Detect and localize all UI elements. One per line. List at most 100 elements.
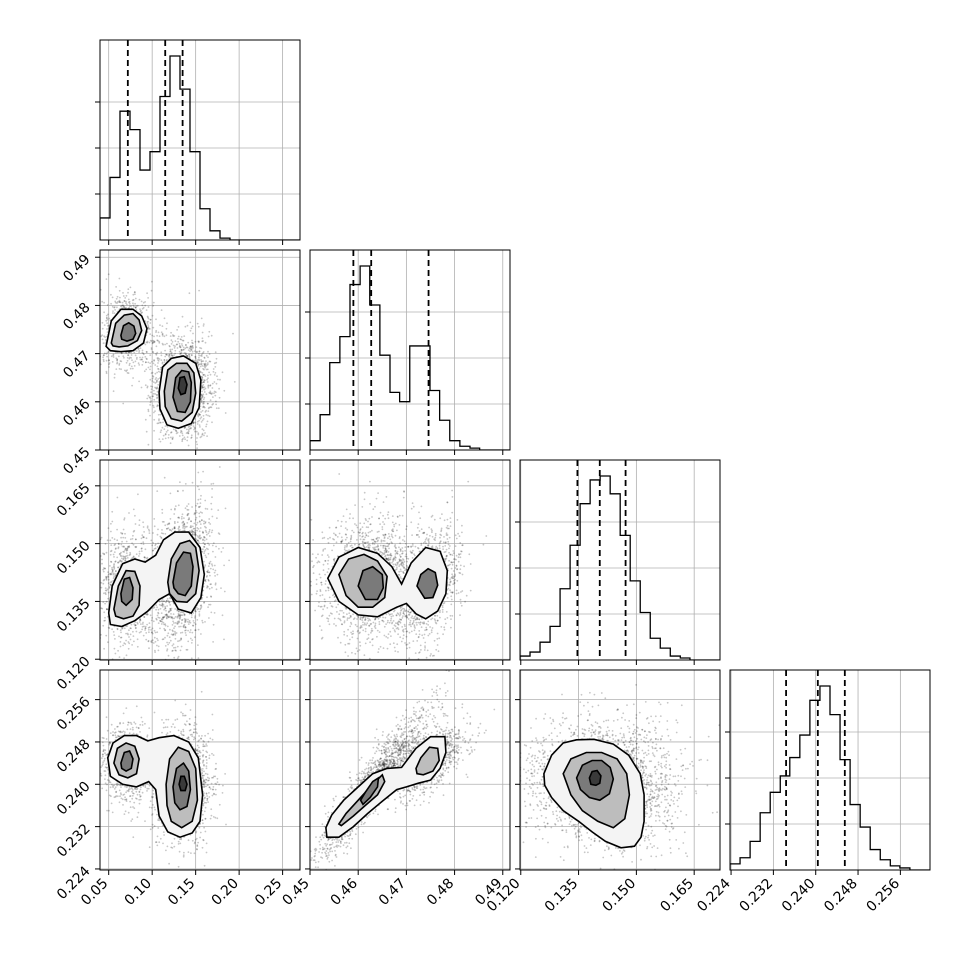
- scatter-point: [203, 406, 206, 409]
- scatter-point: [194, 421, 197, 424]
- scatter-point: [210, 583, 213, 585]
- scatter-point: [153, 340, 156, 343]
- scatter-point: [202, 360, 205, 362]
- scatter-point: [210, 406, 213, 409]
- scatter-point: [108, 359, 111, 362]
- scatter-point: [207, 335, 210, 338]
- scatter-point: [163, 600, 166, 603]
- scatter-point: [198, 515, 201, 518]
- scatter-point: [138, 349, 141, 352]
- scatter-point: [209, 360, 212, 363]
- scatter-point: [211, 488, 214, 490]
- scatter-point: [176, 431, 179, 434]
- scatter-point: [145, 613, 148, 616]
- scatter-point: [111, 570, 114, 572]
- scatter-point: [120, 532, 122, 534]
- scatter-point: [112, 310, 114, 312]
- scatter-point: [151, 617, 154, 619]
- scatter-point: [123, 556, 125, 558]
- scatter-point: [184, 619, 187, 622]
- scatter-point: [113, 306, 116, 309]
- scatter-point: [113, 556, 115, 558]
- scatter-point: [123, 300, 126, 302]
- scatter-point: [202, 351, 205, 353]
- scatter-point: [112, 354, 115, 357]
- scatter-point: [180, 622, 183, 625]
- scatter-point: [207, 377, 209, 380]
- scatter-point: [202, 373, 205, 376]
- scatter-point: [140, 358, 143, 361]
- scatter-point: [164, 605, 167, 608]
- scatter-point: [147, 366, 150, 369]
- scatter-point: [186, 505, 188, 507]
- scatter-point: [201, 395, 204, 397]
- scatter-point: [141, 307, 144, 310]
- scatter-point: [123, 517, 126, 519]
- scatter-point: [202, 381, 205, 383]
- scatter-point: [192, 332, 194, 335]
- scatter-point: [109, 581, 112, 584]
- scatter-point: [127, 546, 130, 548]
- scatter-point: [194, 350, 196, 353]
- scatter-point: [117, 547, 120, 550]
- scatter-point: [107, 527, 110, 529]
- scatter-point: [104, 543, 107, 545]
- scatter-point: [180, 338, 183, 341]
- scatter-point: [218, 396, 221, 399]
- scatter-point: [111, 305, 114, 308]
- scatter-point: [213, 374, 216, 376]
- scatter-point: [192, 342, 194, 345]
- scatter-point: [214, 556, 217, 558]
- scatter-point: [174, 507, 176, 510]
- scatter-point: [185, 432, 188, 434]
- scatter-point: [114, 560, 117, 563]
- scatter-point: [163, 616, 165, 619]
- scatter-point: [125, 361, 128, 364]
- scatter-point: [153, 525, 156, 528]
- scatter-point: [152, 549, 155, 552]
- scatter-point: [189, 526, 192, 529]
- scatter-point: [202, 398, 205, 401]
- scatter-point: [223, 564, 226, 567]
- scatter-point: [128, 307, 131, 309]
- scatter-point: [168, 528, 171, 531]
- scatter-point: [102, 342, 105, 345]
- scatter-point: [156, 533, 159, 536]
- scatter-point: [103, 578, 106, 581]
- scatter-point: [134, 514, 136, 517]
- scatter-point: [207, 585, 209, 588]
- scatter-point: [153, 547, 156, 550]
- scatter-point: [194, 623, 197, 626]
- scatter-point: [107, 313, 109, 316]
- scatter-point: [120, 368, 122, 371]
- scatter-point: [188, 621, 190, 623]
- scatter-point: [203, 391, 206, 393]
- scatter-point: [102, 552, 104, 555]
- scatter-point: [199, 523, 202, 525]
- scatter-point: [114, 570, 117, 573]
- scatter-point: [164, 524, 167, 527]
- scatter-point: [193, 527, 196, 530]
- scatter-point: [184, 347, 187, 350]
- scatter-point: [118, 301, 121, 303]
- scatter-point: [182, 529, 185, 532]
- scatter-point: [198, 356, 200, 359]
- scatter-point: [212, 403, 215, 405]
- scatter-point: [221, 371, 224, 374]
- scatter-point: [209, 603, 212, 606]
- scatter-point: [216, 375, 218, 378]
- x-tick-label: 0.224: [694, 875, 734, 915]
- scatter-point: [207, 579, 210, 582]
- scatter-point: [207, 552, 210, 555]
- scatter-point: [150, 619, 153, 622]
- scatter-point: [202, 406, 205, 409]
- scatter-point: [213, 612, 216, 614]
- scatter-point: [183, 335, 186, 337]
- scatter-point: [169, 608, 172, 610]
- scatter-point: [195, 509, 197, 512]
- scatter-point: [153, 406, 155, 409]
- scatter-point: [112, 573, 115, 576]
- scatter-point: [221, 614, 224, 617]
- scatter-point: [207, 565, 210, 567]
- scatter-point: [149, 318, 152, 321]
